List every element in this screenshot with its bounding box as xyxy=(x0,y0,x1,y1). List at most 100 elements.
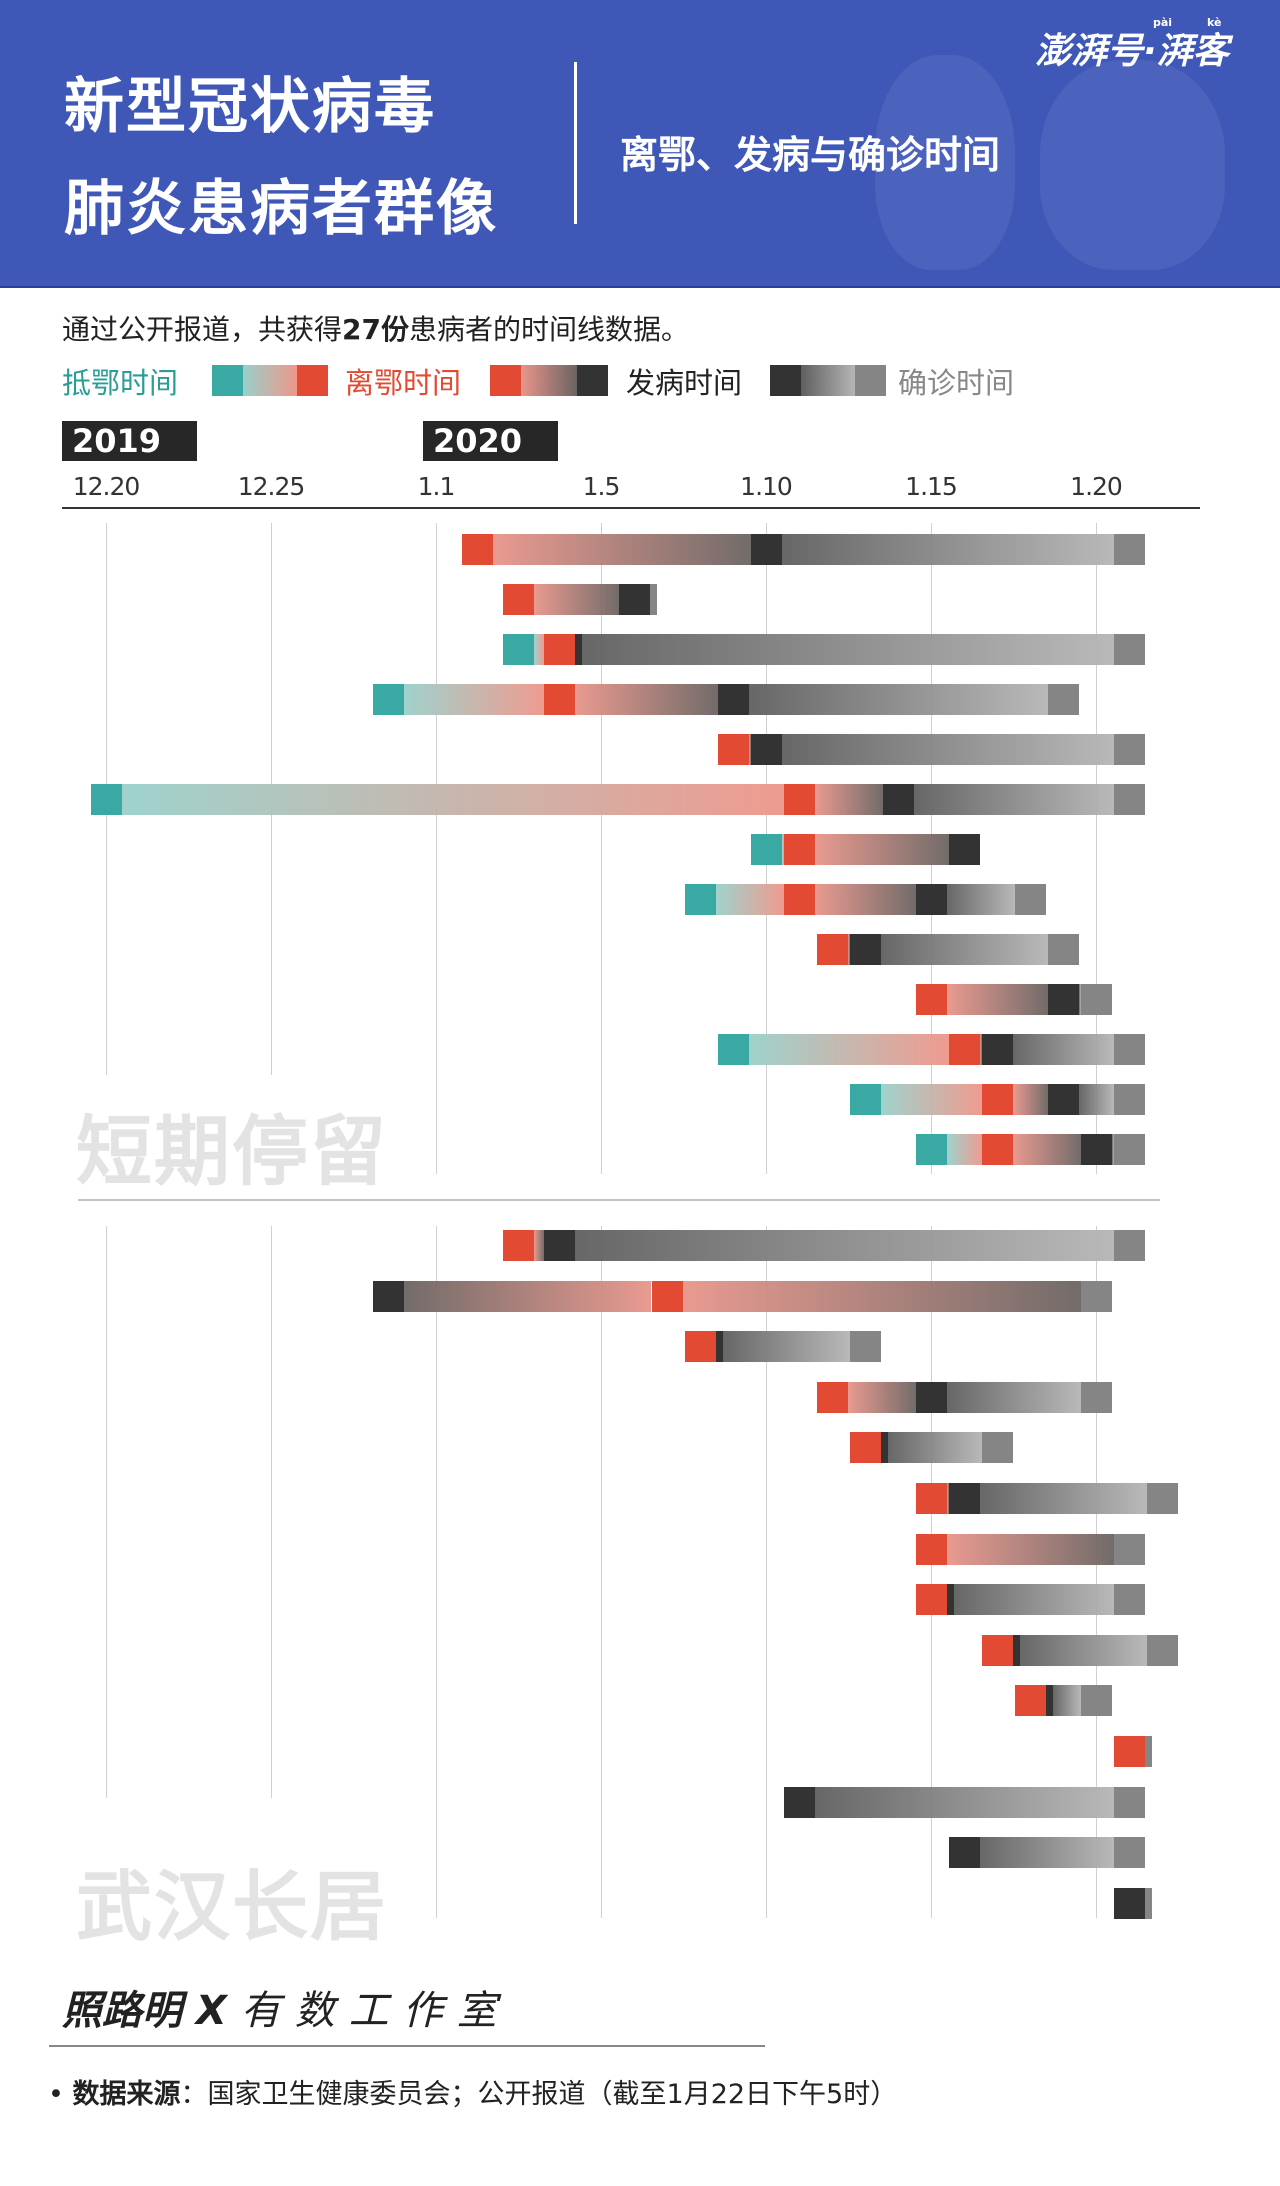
interval-bar-leave-onset xyxy=(534,1230,545,1261)
event-marker-confirm xyxy=(1113,784,1145,815)
credit-studio: 有数工作室 xyxy=(240,1988,511,2034)
event-marker-leave xyxy=(783,834,815,865)
event-marker-confirm xyxy=(849,1331,881,1363)
x-tick-label: 1.15 xyxy=(905,472,958,501)
event-marker-onset xyxy=(948,1837,980,1869)
event-marker-onset xyxy=(1047,984,1079,1015)
event-marker-confirm xyxy=(1113,1084,1145,1115)
interval-bar-leave-onset xyxy=(814,834,949,865)
intro-suffix: 患病者的时间线数据。 xyxy=(408,313,689,346)
interval-bar-leave-onset xyxy=(946,984,1048,1015)
event-marker-onset xyxy=(948,834,980,865)
interval-bar-onset-confirm xyxy=(880,934,1048,965)
brand-logo: 澎湃号·湃客 pài kè xyxy=(1035,16,1229,74)
legend-gradient-leave xyxy=(521,365,577,396)
event-marker-onset xyxy=(544,1230,576,1261)
event-marker-confirm xyxy=(1047,934,1079,965)
interval-bar-onset-confirm xyxy=(1019,1634,1147,1666)
patient-row xyxy=(0,534,1280,565)
legend-swatch-onset-end xyxy=(855,365,886,396)
x-tick-label: 1.1 xyxy=(417,472,456,501)
x-tick-label: 1.10 xyxy=(740,472,793,501)
patient-row xyxy=(0,1634,1280,1666)
event-marker-confirm xyxy=(1113,1230,1145,1261)
interval-bar-onset-confirm xyxy=(946,1381,1081,1413)
event-marker-leave xyxy=(981,1134,1013,1165)
event-marker-arrive xyxy=(717,1034,749,1065)
event-marker-onset xyxy=(750,534,782,565)
patient-row xyxy=(0,934,1280,965)
footer-divider xyxy=(49,2045,765,2047)
patient-row xyxy=(0,1584,1280,1616)
interval-bar-arrive-leave xyxy=(748,1034,949,1065)
interval-bar-onset-confirm xyxy=(1078,984,1081,1015)
logo-pinyin-1: pài xyxy=(1153,16,1173,29)
event-marker-confirm xyxy=(1047,684,1079,715)
legend-gradient-onset xyxy=(801,365,855,396)
logo-text: 澎湃号·湃客 xyxy=(1035,31,1229,72)
event-marker-onset xyxy=(1047,1084,1079,1115)
event-marker-leave xyxy=(651,1280,683,1312)
legend-swatch-arrive-end xyxy=(297,365,328,396)
gridline xyxy=(1096,523,1097,1174)
patient-row xyxy=(0,1432,1280,1464)
x-axis-line xyxy=(62,507,1200,509)
event-marker-leave xyxy=(503,584,534,615)
patient-row xyxy=(0,1034,1280,1065)
source-label: 数据来源 xyxy=(72,2079,181,2110)
event-marker-leave xyxy=(503,1230,534,1261)
x-tick-label: 1.20 xyxy=(1070,472,1123,501)
event-marker-confirm xyxy=(1113,634,1145,665)
header-banner: 新型冠状病毒 肺炎患病者群像 离鄂、发病与确诊时间 澎湃号·湃客 pài kè xyxy=(0,0,1280,288)
event-marker-confirm xyxy=(1080,984,1112,1015)
patient-row xyxy=(0,884,1280,915)
interval-bar-onset-confirm xyxy=(946,884,1015,915)
credit: 照路明 X 有数工作室 xyxy=(62,1978,511,2036)
event-marker-leave xyxy=(816,1381,848,1413)
group-label-short-stay: 短期停留 xyxy=(76,1107,388,1196)
event-marker-onset xyxy=(750,734,782,765)
patient-row xyxy=(0,1685,1280,1717)
interval-bar-onset-confirm xyxy=(979,1837,1114,1869)
interval-bar-onset-confirm xyxy=(887,1432,982,1464)
event-marker-confirm xyxy=(1146,1634,1178,1666)
interval-bar-leave-onset xyxy=(534,584,619,615)
event-marker-onset xyxy=(717,684,749,715)
patient-row xyxy=(0,834,1280,865)
year-badge-2019: 2019 xyxy=(62,421,197,461)
interval-bar-arrive-leave xyxy=(534,634,545,665)
interval-bar-onset-confirm xyxy=(781,734,1114,765)
legend-gradient-arrive xyxy=(243,365,297,396)
lung-right-watermark xyxy=(1040,60,1225,270)
gridline xyxy=(766,1226,767,1918)
event-marker-confirm xyxy=(1113,1786,1145,1818)
gridline xyxy=(106,1226,107,1798)
legend-swatch-leave xyxy=(490,365,521,396)
interval-bar-leave-onset xyxy=(847,934,850,965)
event-marker-leave xyxy=(461,534,493,565)
gridline xyxy=(1096,1226,1097,1918)
interval-bar-onset-confirm xyxy=(1111,1134,1114,1165)
event-marker-onset xyxy=(849,934,881,965)
patient-row xyxy=(0,1736,1280,1767)
interval-bar-leave-onset xyxy=(946,1483,949,1514)
gridline xyxy=(931,1226,932,1918)
event-marker-leave xyxy=(1014,1685,1046,1717)
event-marker-confirm xyxy=(1080,1381,1112,1413)
interval-bar-onset-confirm xyxy=(1052,1685,1081,1717)
legend-label-confirm: 确诊时间 xyxy=(898,366,1015,400)
event-marker-leave xyxy=(948,1034,980,1065)
legend-label-leave: 离鄂时间 xyxy=(345,366,462,400)
interval-bar-leave-onset xyxy=(492,534,751,565)
interval-bar-leave-confirm xyxy=(682,1280,1081,1312)
patient-row xyxy=(0,634,1280,665)
interval-bar-leave-confirm xyxy=(946,1533,1114,1565)
event-marker-confirm xyxy=(1080,1280,1112,1312)
interval-bar-onset-confirm xyxy=(979,1483,1147,1514)
year-badge-2020: 2020 xyxy=(423,421,558,461)
intro-text: 通过公开报道，共获得27份患病者的时间线数据。 xyxy=(62,308,689,348)
patient-row xyxy=(0,1280,1280,1312)
gridline xyxy=(601,1226,602,1918)
interval-bar-arrive-leave xyxy=(121,784,784,815)
interval-bar-onset-confirm xyxy=(781,534,1114,565)
